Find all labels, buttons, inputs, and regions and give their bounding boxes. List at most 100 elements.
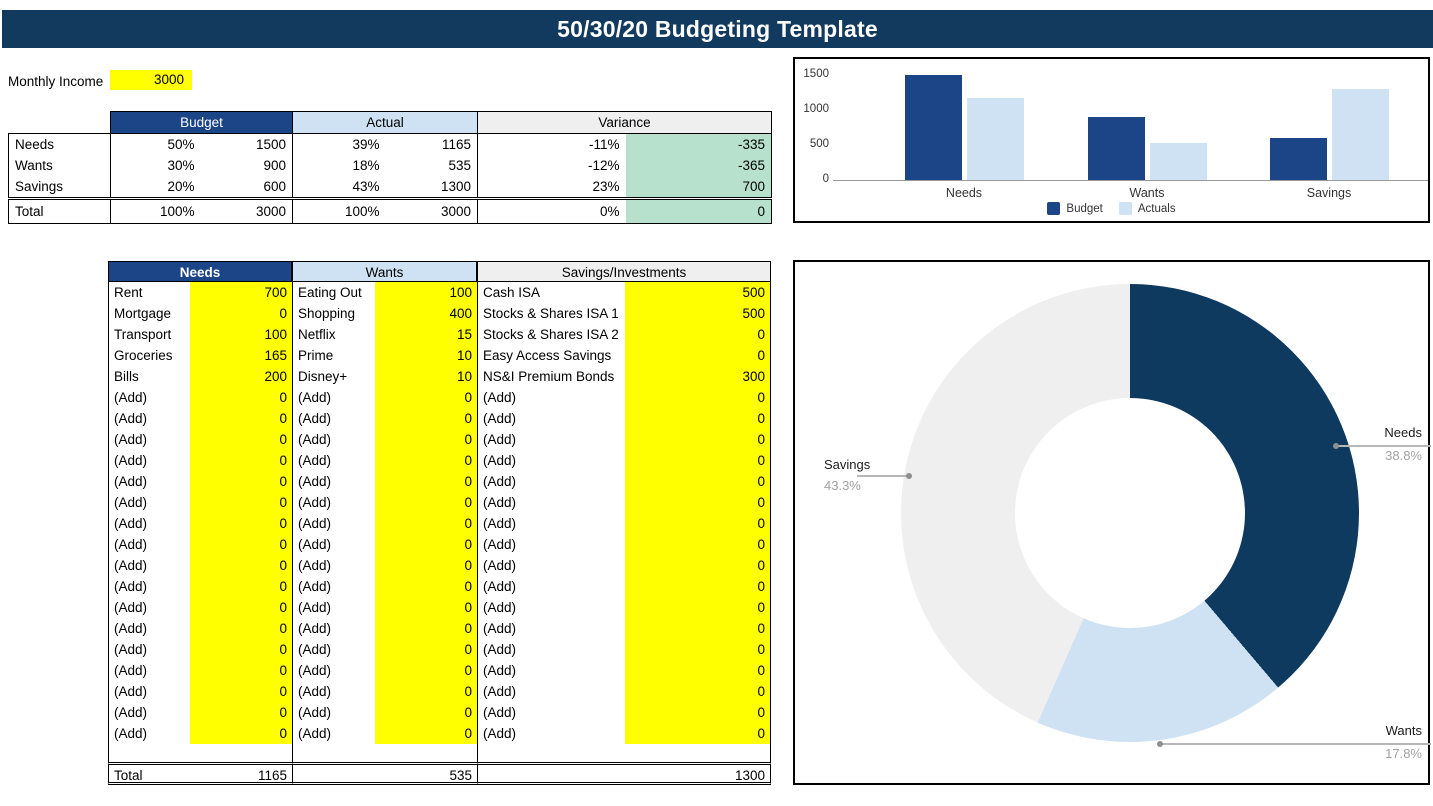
- expense-amount-cell[interactable]: 0: [375, 681, 477, 702]
- expense-name-cell[interactable]: Prime: [292, 345, 375, 366]
- expense-amount-cell[interactable]: 0: [190, 492, 292, 513]
- variance-value-cell[interactable]: -335: [625, 133, 772, 155]
- budget-value-cell[interactable]: 600: [200, 176, 293, 199]
- expense-name-cell[interactable]: Eating Out: [292, 282, 375, 303]
- expense-name-cell[interactable]: Stocks & Shares ISA 1: [477, 303, 625, 324]
- expense-amount-cell[interactable]: 0: [190, 681, 292, 702]
- actual-value-cell[interactable]: 1165: [385, 133, 478, 155]
- expense-name-cell[interactable]: Rent: [108, 282, 190, 303]
- add-row-cell[interactable]: (Add): [108, 723, 190, 744]
- expense-amount-cell[interactable]: 0: [190, 597, 292, 618]
- add-row-cell[interactable]: (Add): [108, 639, 190, 660]
- add-row-cell[interactable]: (Add): [292, 660, 375, 681]
- variance-pct-cell[interactable]: -12%: [587, 158, 620, 173]
- expense-amount-cell[interactable]: 0: [375, 660, 477, 681]
- budget-pct-cell[interactable]: 50%: [167, 137, 195, 152]
- expense-amount-cell[interactable]: 0: [190, 387, 292, 408]
- expense-amount-cell[interactable]: 0: [190, 408, 292, 429]
- add-row-cell[interactable]: (Add): [477, 597, 625, 618]
- expense-amount-cell[interactable]: 0: [625, 471, 771, 492]
- expense-amount-cell[interactable]: 10: [375, 345, 477, 366]
- expense-amount-cell[interactable]: 0: [375, 618, 477, 639]
- expense-name-cell[interactable]: Transport: [108, 324, 190, 345]
- expense-amount-cell[interactable]: 0: [375, 492, 477, 513]
- add-row-cell[interactable]: (Add): [292, 387, 375, 408]
- add-row-cell[interactable]: (Add): [292, 681, 375, 702]
- expense-amount-cell[interactable]: 0: [375, 702, 477, 723]
- expense-amount-cell[interactable]: 0: [190, 534, 292, 555]
- expense-amount-cell[interactable]: 0: [625, 723, 771, 744]
- expense-amount-cell[interactable]: 0: [375, 723, 477, 744]
- variance-pct-cell[interactable]: 23%: [592, 179, 620, 194]
- expense-amount-cell[interactable]: 0: [625, 450, 771, 471]
- expense-amount-cell[interactable]: 500: [625, 282, 771, 303]
- expense-amount-cell[interactable]: 0: [375, 471, 477, 492]
- expense-amount-cell[interactable]: 0: [375, 429, 477, 450]
- add-row-cell[interactable]: (Add): [292, 534, 375, 555]
- expense-name-cell[interactable]: Stocks & Shares ISA 2: [477, 324, 625, 345]
- expense-amount-cell[interactable]: 0: [375, 534, 477, 555]
- expense-amount-cell[interactable]: 0: [625, 660, 771, 681]
- add-row-cell[interactable]: (Add): [292, 429, 375, 450]
- add-row-cell[interactable]: (Add): [477, 534, 625, 555]
- expense-amount-cell[interactable]: 0: [375, 639, 477, 660]
- add-row-cell[interactable]: (Add): [108, 702, 190, 723]
- expense-amount-cell[interactable]: 0: [190, 723, 292, 744]
- add-row-cell[interactable]: (Add): [292, 576, 375, 597]
- expense-name-cell[interactable]: Shopping: [292, 303, 375, 324]
- expense-name-cell[interactable]: Mortgage: [108, 303, 190, 324]
- expense-amount-cell[interactable]: 0: [190, 429, 292, 450]
- expense-amount-cell[interactable]: 700: [190, 282, 292, 303]
- expense-amount-cell[interactable]: 0: [375, 450, 477, 471]
- add-row-cell[interactable]: (Add): [108, 576, 190, 597]
- add-row-cell[interactable]: (Add): [108, 555, 190, 576]
- expense-amount-cell[interactable]: 0: [190, 660, 292, 681]
- add-row-cell[interactable]: (Add): [292, 702, 375, 723]
- add-row-cell[interactable]: (Add): [477, 681, 625, 702]
- add-row-cell[interactable]: (Add): [292, 513, 375, 534]
- expense-amount-cell[interactable]: 0: [375, 408, 477, 429]
- expense-amount-cell[interactable]: 0: [190, 618, 292, 639]
- expense-amount-cell[interactable]: 0: [625, 681, 771, 702]
- expense-amount-cell[interactable]: 165: [190, 345, 292, 366]
- add-row-cell[interactable]: (Add): [477, 618, 625, 639]
- actual-value-cell[interactable]: 535: [385, 155, 478, 176]
- expense-amount-cell[interactable]: 0: [375, 597, 477, 618]
- add-row-cell[interactable]: (Add): [477, 723, 625, 744]
- expense-amount-cell[interactable]: 0: [190, 702, 292, 723]
- expense-amount-cell[interactable]: 0: [625, 597, 771, 618]
- variance-pct-cell[interactable]: -11%: [588, 137, 620, 152]
- add-row-cell[interactable]: (Add): [108, 408, 190, 429]
- expense-amount-cell[interactable]: 0: [625, 492, 771, 513]
- add-row-cell[interactable]: (Add): [477, 702, 625, 723]
- expense-amount-cell[interactable]: 0: [190, 450, 292, 471]
- expense-amount-cell[interactable]: 0: [375, 387, 477, 408]
- expense-amount-cell[interactable]: 0: [625, 345, 771, 366]
- expense-name-cell[interactable]: Cash ISA: [477, 282, 625, 303]
- expense-amount-cell[interactable]: 0: [625, 429, 771, 450]
- expense-amount-cell[interactable]: 0: [625, 702, 771, 723]
- add-row-cell[interactable]: (Add): [108, 492, 190, 513]
- add-row-cell[interactable]: (Add): [292, 618, 375, 639]
- variance-value-cell[interactable]: 700: [625, 176, 772, 199]
- add-row-cell[interactable]: (Add): [477, 555, 625, 576]
- add-row-cell[interactable]: (Add): [108, 660, 190, 681]
- actual-value-cell[interactable]: 1300: [385, 176, 478, 199]
- variance-value-cell[interactable]: -365: [625, 155, 772, 176]
- expense-amount-cell[interactable]: 0: [625, 387, 771, 408]
- expense-name-cell[interactable]: Easy Access Savings: [477, 345, 625, 366]
- expense-amount-cell[interactable]: 400: [375, 303, 477, 324]
- expense-amount-cell[interactable]: 300: [625, 366, 771, 387]
- expense-name-cell[interactable]: Disney+: [292, 366, 375, 387]
- expense-amount-cell[interactable]: 0: [375, 555, 477, 576]
- add-row-cell[interactable]: (Add): [477, 450, 625, 471]
- expense-amount-cell[interactable]: 0: [375, 513, 477, 534]
- expense-amount-cell[interactable]: 15: [375, 324, 477, 345]
- expense-amount-cell[interactable]: 0: [625, 513, 771, 534]
- expense-amount-cell[interactable]: 500: [625, 303, 771, 324]
- row-label[interactable]: Needs: [8, 133, 111, 155]
- monthly-income-cell[interactable]: 3000: [110, 70, 192, 90]
- row-label[interactable]: Savings: [8, 176, 111, 199]
- budget-pct-cell[interactable]: 20%: [167, 179, 195, 194]
- expense-amount-cell[interactable]: 0: [375, 576, 477, 597]
